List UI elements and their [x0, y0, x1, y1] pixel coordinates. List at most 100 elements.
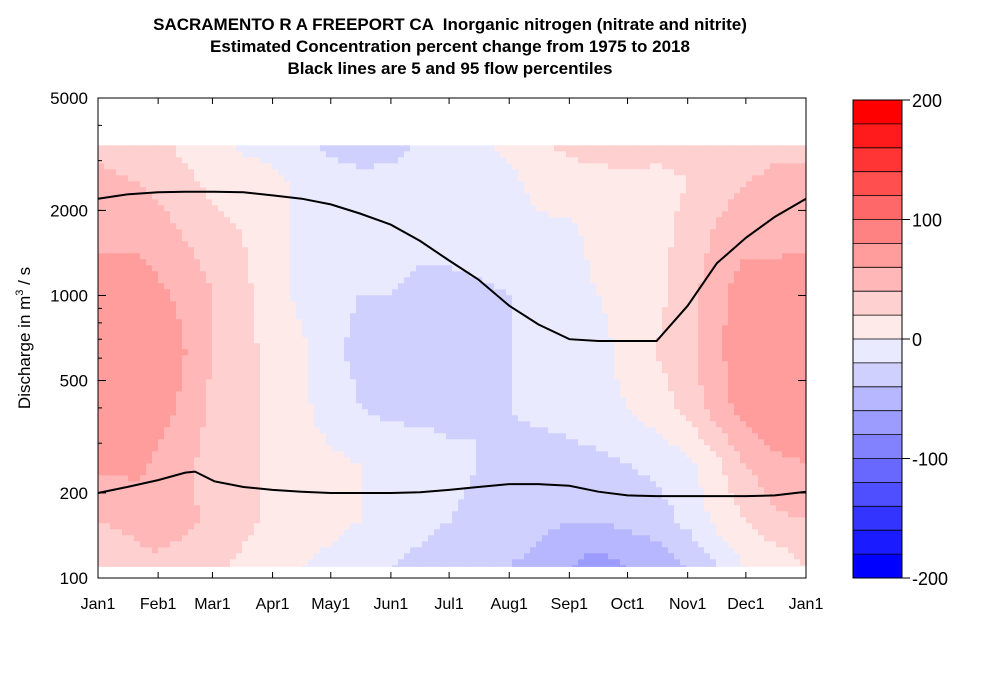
contour-cell: [398, 265, 405, 272]
contour-cell: [758, 247, 765, 254]
contour-cell: [206, 385, 213, 392]
contour-cell: [122, 289, 129, 296]
contour-cell: [98, 145, 105, 152]
contour-cell: [410, 247, 417, 254]
contour-cell: [338, 259, 345, 266]
contour-cell: [230, 205, 237, 212]
contour-cell: [590, 283, 597, 290]
contour-cell: [650, 289, 657, 296]
contour-cell: [320, 211, 327, 218]
contour-cell: [140, 355, 147, 362]
contour-cell: [296, 367, 303, 374]
contour-cell: [452, 211, 459, 218]
contour-cell: [236, 145, 243, 152]
contour-cell: [266, 277, 273, 284]
contour-cell: [794, 205, 801, 212]
contour-cell: [608, 331, 615, 338]
contour-cell: [674, 181, 681, 188]
contour-cell: [176, 295, 183, 302]
contour-cell: [680, 367, 687, 374]
contour-cell: [560, 295, 567, 302]
contour-cell: [458, 355, 465, 362]
contour-cell: [554, 301, 561, 308]
contour-cell: [518, 307, 525, 314]
contour-cell: [794, 175, 801, 182]
contour-cell: [566, 373, 573, 380]
contour-cell: [464, 373, 471, 380]
contour-cell: [242, 223, 249, 230]
contour-cell: [530, 289, 537, 296]
contour-cell: [230, 367, 237, 374]
contour-cell: [200, 391, 207, 398]
contour-cell: [212, 343, 219, 350]
contour-cell: [146, 385, 153, 392]
contour-cell: [734, 301, 741, 308]
contour-cell: [458, 193, 465, 200]
contour-cell: [128, 217, 135, 224]
contour-cell: [560, 229, 567, 236]
contour-cell: [302, 361, 309, 368]
contour-cell: [602, 277, 609, 284]
contour-cell: [338, 355, 345, 362]
contour-cell: [122, 397, 129, 404]
contour-cell: [800, 145, 807, 152]
contour-cell: [596, 247, 603, 254]
contour-cell: [500, 253, 507, 260]
contour-cell: [518, 145, 525, 152]
contour-cell: [692, 235, 699, 242]
contour-cell: [158, 211, 165, 218]
contour-cell: [284, 223, 291, 230]
contour-cell: [242, 397, 249, 404]
contour-cell: [176, 187, 183, 194]
contour-cell: [512, 289, 519, 296]
contour-cell: [446, 205, 453, 212]
contour-cell: [602, 157, 609, 164]
contour-cell: [398, 355, 405, 362]
contour-cell: [404, 151, 411, 158]
contour-cell: [452, 355, 459, 362]
contour-cell: [284, 247, 291, 254]
contour-cell: [452, 199, 459, 206]
contour-cell: [626, 253, 633, 260]
contour-cell: [332, 361, 339, 368]
contour-cell: [290, 253, 297, 260]
contour-cell: [722, 355, 729, 362]
contour-cell: [110, 307, 117, 314]
contour-cell: [176, 175, 183, 182]
contour-cell: [176, 211, 183, 218]
contour-cell: [698, 175, 705, 182]
contour-cell: [524, 199, 531, 206]
contour-cell: [464, 355, 471, 362]
contour-cell: [302, 397, 309, 404]
contour-cell: [776, 331, 783, 338]
contour-cell: [440, 223, 447, 230]
contour-cell: [776, 193, 783, 200]
contour-cell: [452, 265, 459, 272]
contour-cell: [548, 157, 555, 164]
contour-cell: [422, 175, 429, 182]
contour-cell: [212, 181, 219, 188]
contour-cell: [458, 277, 465, 284]
contour-cell: [638, 157, 645, 164]
contour-cell: [404, 319, 411, 326]
contour-cell: [476, 289, 483, 296]
contour-cell: [224, 277, 231, 284]
contour-cell: [386, 181, 393, 188]
contour-cell: [518, 211, 525, 218]
contour-cell: [206, 253, 213, 260]
contour-cell: [458, 157, 465, 164]
contour-cell: [266, 229, 273, 236]
contour-cell: [326, 235, 333, 242]
contour-cell: [146, 187, 153, 194]
contour-cell: [98, 229, 105, 236]
contour-cell: [434, 319, 441, 326]
contour-cell: [494, 193, 501, 200]
contour-cell: [344, 175, 351, 182]
contour-cell: [236, 229, 243, 236]
contour-cell: [104, 325, 111, 332]
contour-cell: [608, 187, 615, 194]
contour-cell: [572, 331, 579, 338]
contour-cell: [266, 205, 273, 212]
contour-cell: [422, 151, 429, 158]
contour-cell: [560, 367, 567, 374]
